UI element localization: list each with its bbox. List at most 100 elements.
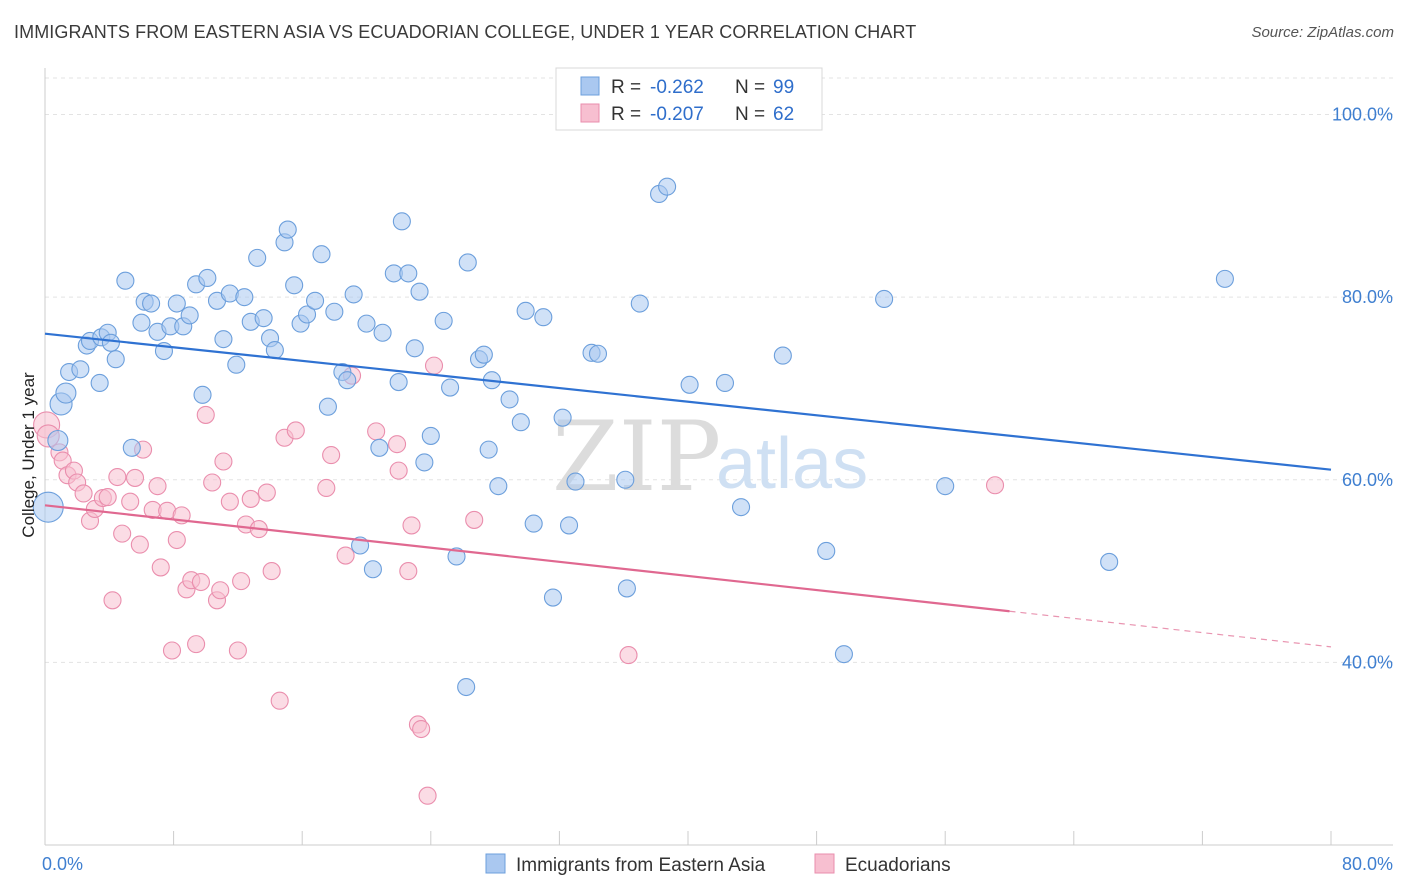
data-point-eastern-asia bbox=[90, 373, 109, 393]
data-point-eastern-asia bbox=[875, 289, 894, 309]
data-point-ecuadorians bbox=[98, 488, 117, 507]
watermark-atlas: atlas bbox=[716, 424, 868, 504]
data-point-eastern-asia bbox=[457, 677, 476, 697]
legend-bottom-swatch-blue bbox=[485, 853, 506, 874]
data-point-eastern-asia bbox=[312, 245, 331, 264]
data-point-ecuadorians bbox=[387, 435, 407, 454]
data-point-ecuadorians bbox=[367, 422, 386, 441]
data-point-eastern-asia bbox=[198, 268, 217, 288]
data-point-ecuadorians bbox=[125, 468, 145, 487]
data-point-eastern-asia bbox=[834, 645, 853, 664]
data-point-ecuadorians bbox=[241, 489, 260, 508]
data-point-ecuadorians bbox=[402, 516, 421, 535]
data-point-eastern-asia bbox=[132, 313, 151, 332]
data-point-ecuadorians bbox=[389, 461, 408, 480]
data-point-ecuadorians bbox=[214, 452, 233, 471]
data-point-ecuadorians bbox=[151, 558, 170, 577]
data-point-eastern-asia bbox=[193, 385, 212, 404]
legend-n-label: N = bbox=[735, 104, 765, 125]
data-point-eastern-asia bbox=[285, 276, 304, 295]
data-point-eastern-asia bbox=[101, 333, 120, 352]
data-point-ecuadorians bbox=[196, 405, 215, 424]
data-point-ecuadorians bbox=[121, 492, 140, 511]
data-point-ecuadorians bbox=[148, 477, 167, 496]
x-tick-label: 80.0% bbox=[1342, 854, 1393, 874]
legend-r-label: R = bbox=[611, 104, 641, 125]
data-point-ecuadorians bbox=[203, 473, 222, 492]
chart-title: IMMIGRANTS FROM EASTERN ASIA VS ECUADORI… bbox=[14, 22, 917, 42]
data-point-eastern-asia bbox=[363, 560, 382, 579]
data-point-ecuadorians bbox=[257, 483, 276, 502]
data-point-eastern-asia bbox=[297, 305, 317, 324]
data-point-eastern-asia bbox=[421, 426, 440, 445]
legend-top: R = -0.262 N = 99 R = -0.207 N = 62 bbox=[555, 67, 823, 131]
source-label: Source: ZipAtlas.com bbox=[1251, 24, 1394, 41]
data-point-eastern-asia bbox=[142, 294, 161, 313]
data-point-ecuadorians bbox=[232, 572, 251, 591]
trend-line-ecuadorians-extension bbox=[1009, 610, 1332, 648]
legend-bottom: Immigrants from Eastern Asia Ecuadorians bbox=[485, 853, 951, 876]
data-point-eastern-asia bbox=[214, 330, 233, 349]
data-point-ecuadorians bbox=[286, 421, 305, 440]
data-point-eastern-asia bbox=[553, 408, 572, 427]
data-point-eastern-asia bbox=[278, 220, 297, 239]
data-point-eastern-asia bbox=[71, 360, 90, 379]
data-point-ecuadorians bbox=[108, 467, 127, 487]
data-point-eastern-asia bbox=[516, 301, 535, 320]
data-point-eastern-asia bbox=[489, 477, 508, 496]
data-point-eastern-asia bbox=[55, 382, 77, 404]
data-point-eastern-asia bbox=[318, 397, 337, 416]
legend-bottom-label: Immigrants from Eastern Asia bbox=[516, 855, 766, 876]
data-point-ecuadorians bbox=[187, 635, 206, 654]
data-point-eastern-asia bbox=[715, 373, 735, 393]
legend-n-label: N = bbox=[735, 77, 765, 98]
data-point-eastern-asia bbox=[392, 212, 411, 231]
y-tick-label: 100.0% bbox=[1332, 105, 1393, 125]
data-point-ecuadorians bbox=[162, 641, 182, 660]
watermark-zip: ZIP bbox=[552, 401, 721, 513]
trend-line-eastern-asia bbox=[44, 332, 1332, 471]
data-point-ecuadorians bbox=[103, 591, 122, 610]
data-point-eastern-asia bbox=[410, 282, 429, 301]
data-point-eastern-asia bbox=[389, 373, 408, 392]
data-point-eastern-asia bbox=[227, 355, 246, 374]
data-point-eastern-asia bbox=[116, 271, 135, 290]
data-point-eastern-asia bbox=[373, 323, 392, 342]
data-point-eastern-asia bbox=[235, 288, 254, 307]
data-point-eastern-asia bbox=[479, 440, 498, 459]
data-point-eastern-asia bbox=[458, 253, 477, 272]
data-point-eastern-asia bbox=[265, 341, 284, 360]
data-point-eastern-asia bbox=[1100, 552, 1119, 571]
data-point-eastern-asia bbox=[180, 306, 199, 325]
data-point-ecuadorians bbox=[412, 719, 431, 739]
y-tick-label: 40.0% bbox=[1342, 652, 1393, 672]
data-point-eastern-asia bbox=[441, 378, 460, 397]
data-point-eastern-asia bbox=[434, 311, 453, 330]
data-point-eastern-asia bbox=[817, 541, 836, 561]
data-point-ecuadorians bbox=[228, 641, 247, 660]
data-point-eastern-asia bbox=[47, 429, 69, 452]
y-axis-title: College, Under 1 year bbox=[19, 372, 38, 538]
legend-n-value: 99 bbox=[773, 77, 794, 98]
data-point-ecuadorians bbox=[113, 524, 132, 543]
data-point-ecuadorians bbox=[424, 356, 444, 375]
legend-swatch-pink bbox=[580, 103, 600, 123]
data-point-eastern-asia bbox=[325, 302, 344, 321]
data-point-eastern-asia bbox=[1215, 269, 1234, 288]
data-point-ecuadorians bbox=[322, 446, 341, 465]
data-point-eastern-asia bbox=[248, 248, 267, 267]
legend-r-label: R = bbox=[611, 77, 641, 98]
data-point-eastern-asia bbox=[500, 390, 519, 409]
data-point-eastern-asia bbox=[731, 498, 751, 517]
data-point-eastern-asia bbox=[511, 413, 530, 432]
data-point-eastern-asia bbox=[680, 375, 699, 394]
data-point-eastern-asia bbox=[543, 588, 563, 607]
data-point-eastern-asia bbox=[399, 264, 418, 283]
data-point-eastern-asia bbox=[106, 350, 125, 369]
data-point-ecuadorians bbox=[418, 786, 437, 805]
y-tick-label: 80.0% bbox=[1342, 287, 1393, 307]
data-point-eastern-asia bbox=[344, 285, 363, 304]
y-tick-labels: 40.0% 60.0% 80.0% 100.0% bbox=[1332, 105, 1393, 673]
x-tick-labels: 0.0% 80.0% bbox=[42, 854, 1393, 874]
